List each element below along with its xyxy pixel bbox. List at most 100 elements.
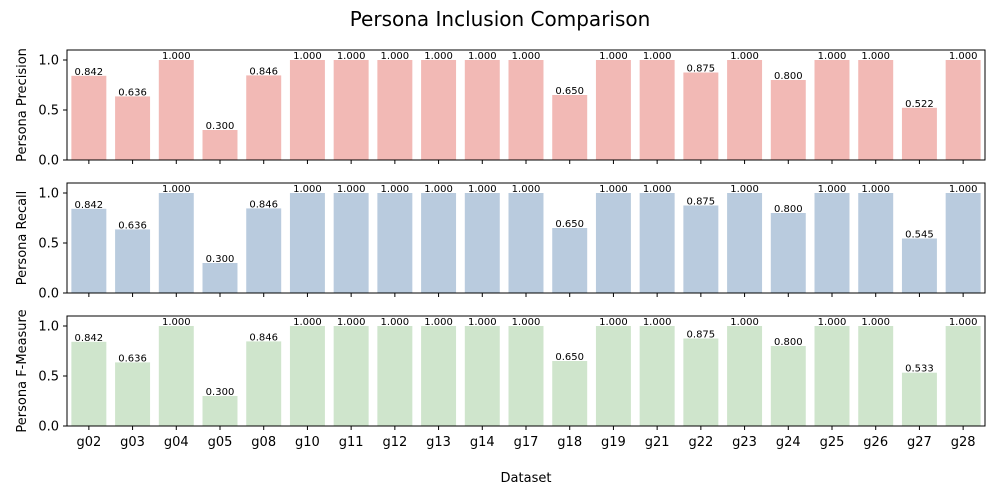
bar (71, 75, 107, 160)
x-tick-label: g26 (863, 435, 888, 450)
bar (639, 326, 675, 426)
bar-value-label: 1.000 (949, 317, 978, 328)
x-tick-label: g10 (295, 435, 320, 450)
bar-value-label: 0.842 (75, 67, 104, 78)
bar-value-label: 1.000 (599, 317, 628, 328)
bar-value-label: 0.300 (206, 387, 235, 398)
x-tick-label: g28 (951, 435, 976, 450)
bar-value-label: 1.000 (818, 317, 847, 328)
bar (508, 60, 544, 160)
bar (552, 95, 588, 160)
bar-value-label: 1.000 (424, 317, 453, 328)
bar (858, 60, 894, 160)
bar (421, 60, 457, 160)
bar-value-label: 1.000 (381, 317, 410, 328)
bar (814, 326, 850, 426)
bar (595, 326, 631, 426)
bar-value-label: 1.000 (293, 184, 322, 195)
x-axis-label: Dataset (501, 471, 552, 486)
bar (71, 341, 107, 426)
bar (814, 193, 850, 293)
bar (377, 60, 413, 160)
bar-value-label: 1.000 (861, 317, 890, 328)
bar-value-label: 1.000 (162, 51, 191, 62)
bar-value-label: 0.875 (687, 197, 716, 208)
bar (901, 372, 937, 426)
x-tick-label: g11 (339, 435, 364, 450)
bar-value-label: 1.000 (293, 51, 322, 62)
chart-title: Persona Inclusion Comparison (350, 7, 651, 31)
y-axis-label: Persona Recall (15, 191, 30, 286)
bar (727, 60, 763, 160)
x-tick-label: g04 (164, 435, 189, 450)
bar-value-label: 0.842 (75, 200, 104, 211)
panel-1: 0.842 0.636 1.000 0.300 0.846 1.000 1.000 1.000… (15, 48, 986, 169)
bar-value-label: 1.000 (818, 51, 847, 62)
bar (508, 326, 544, 426)
bar (333, 60, 369, 160)
bar (901, 238, 937, 293)
bar (945, 60, 981, 160)
bar-value-label: 1.000 (512, 184, 541, 195)
bar (158, 193, 194, 293)
bar-value-label: 1.000 (949, 51, 978, 62)
y-tick-label: 0.5 (38, 237, 59, 252)
bar (595, 60, 631, 160)
x-tick-label: g21 (645, 435, 670, 450)
y-axis-label: Persona F-Measure (15, 309, 30, 432)
bar (727, 193, 763, 293)
bar-value-label: 1.000 (424, 51, 453, 62)
y-tick-label: 1.0 (38, 187, 59, 202)
bar-value-label: 1.000 (861, 184, 890, 195)
bar-value-label: 1.000 (818, 184, 847, 195)
bar-value-label: 1.000 (337, 184, 366, 195)
x-tick-label: g03 (120, 435, 145, 450)
bar (115, 96, 151, 160)
x-tick-label: g27 (907, 435, 932, 450)
y-tick-label: 0.0 (38, 154, 59, 169)
bar (464, 60, 500, 160)
bar-value-label: 1.000 (468, 317, 497, 328)
bar (770, 80, 806, 160)
panel-3: 0.842 0.636 1.000 0.300 0.846 1.000 1.000 1.000… (15, 309, 986, 450)
bar-value-label: 0.636 (118, 353, 147, 364)
x-tick-label: g02 (76, 435, 101, 450)
bar (552, 361, 588, 426)
bar-value-label: 0.650 (555, 219, 584, 230)
bar (639, 193, 675, 293)
bar (683, 338, 719, 426)
bar-value-label: 1.000 (424, 184, 453, 195)
bar (770, 213, 806, 293)
bar-value-label: 1.000 (381, 51, 410, 62)
bar (202, 263, 238, 293)
bar-value-label: 0.300 (206, 121, 235, 132)
bar (727, 326, 763, 426)
bar (246, 75, 282, 160)
bar (333, 326, 369, 426)
bar (421, 193, 457, 293)
y-tick-label: 0.0 (38, 420, 59, 435)
x-tick-label: g17 (514, 435, 539, 450)
bar-value-label: 1.000 (599, 184, 628, 195)
bar-value-label: 1.000 (643, 51, 672, 62)
chart-panels: 0.842 0.636 1.000 0.300 0.846 1.000 1.000 1.000… (15, 48, 986, 450)
bar (377, 326, 413, 426)
bar-value-label: 0.300 (206, 254, 235, 265)
y-tick-label: 0.0 (38, 287, 59, 302)
x-tick-label: g18 (557, 435, 582, 450)
bar (421, 326, 457, 426)
bar (289, 326, 325, 426)
bar (202, 130, 238, 160)
bar (158, 60, 194, 160)
bar (858, 193, 894, 293)
bar (202, 396, 238, 426)
bar-value-label: 0.533 (905, 364, 934, 375)
bar (71, 208, 107, 293)
x-tick-label: g22 (688, 435, 713, 450)
bar-value-label: 0.875 (687, 64, 716, 75)
bar-value-label: 1.000 (599, 51, 628, 62)
bar (464, 326, 500, 426)
bar-value-label: 1.000 (643, 317, 672, 328)
bar (901, 107, 937, 160)
